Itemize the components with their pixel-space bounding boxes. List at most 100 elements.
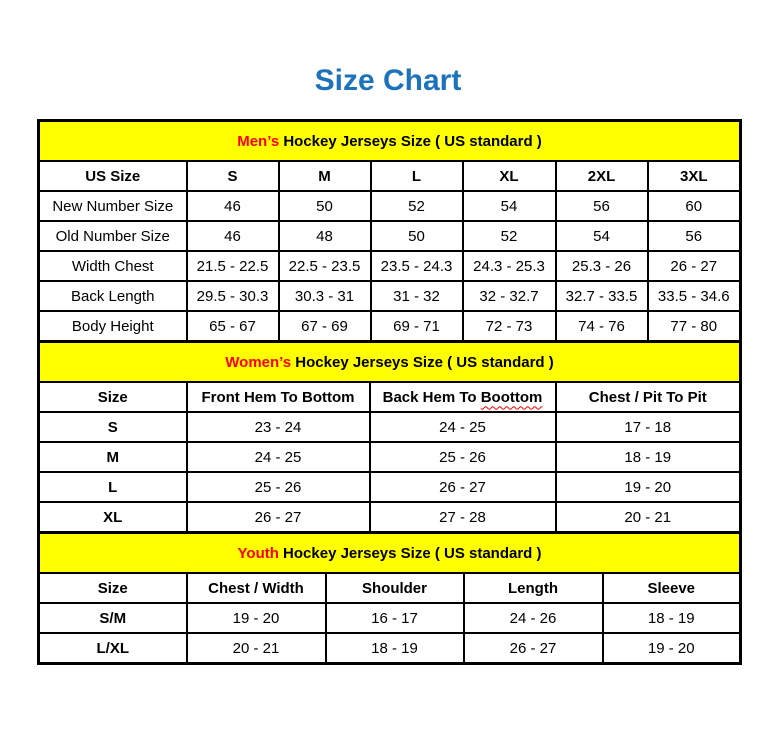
value-cell: 50 bbox=[369, 220, 464, 252]
value-cell: 19 - 20 bbox=[554, 471, 742, 503]
section-banner: Women’s Hockey Jerseys Size ( US standar… bbox=[37, 340, 742, 383]
row-label: S bbox=[37, 411, 188, 443]
value-cell: 16 - 17 bbox=[324, 602, 465, 634]
value-cell: 29.5 - 30.3 bbox=[185, 280, 280, 312]
row-label: M bbox=[37, 441, 188, 473]
table-row: Width Chest 21.5 - 22.5 22.5 - 23.5 23.5 - … bbox=[37, 250, 742, 282]
row-label: L/XL bbox=[37, 632, 188, 665]
banner-highlight: Youth bbox=[237, 544, 279, 562]
column-header: XL bbox=[461, 160, 557, 192]
value-cell: 50 bbox=[277, 190, 372, 222]
value-cell: 31 - 32 bbox=[369, 280, 464, 312]
column-header: Back Hem To Boottom bbox=[368, 381, 557, 413]
column-header: L bbox=[369, 160, 464, 192]
table-row: M 24 - 25 25 - 26 18 - 19 bbox=[37, 441, 742, 473]
value-cell: 22.5 - 23.5 bbox=[277, 250, 372, 282]
section-banner: Youth Hockey Jerseys Size ( US standard … bbox=[37, 531, 742, 574]
row-label: S/M bbox=[37, 602, 188, 634]
column-header: Size bbox=[37, 381, 188, 413]
value-cell: 18 - 19 bbox=[554, 441, 742, 473]
row-label: Old Number Size bbox=[37, 220, 188, 252]
value-cell: 46 bbox=[185, 190, 280, 222]
row-label: New Number Size bbox=[37, 190, 188, 222]
page-title: Size Chart bbox=[314, 64, 462, 97]
column-header: US Size bbox=[37, 160, 188, 192]
banner-text: Hockey Jerseys Size ( US standard ) bbox=[291, 353, 554, 371]
column-header: 3XL bbox=[646, 160, 742, 192]
value-cell: 48 bbox=[277, 220, 372, 252]
value-cell: 27 - 28 bbox=[368, 501, 557, 534]
column-header: Length bbox=[462, 572, 604, 604]
column-header: Front Hem To Bottom bbox=[185, 381, 371, 413]
table-row: Back Length 29.5 - 30.3 30.3 - 31 31 - 32 32… bbox=[37, 280, 742, 312]
table-row: XL 26 - 27 27 - 28 20 - 21 bbox=[37, 501, 742, 534]
value-cell: 30.3 - 31 bbox=[277, 280, 372, 312]
value-cell: 26 - 27 bbox=[462, 632, 604, 665]
column-header: Sleeve bbox=[601, 572, 742, 604]
value-cell: 25 - 26 bbox=[185, 471, 371, 503]
banner-text: Hockey Jerseys Size ( US standard ) bbox=[279, 132, 542, 150]
value-cell: 23 - 24 bbox=[185, 411, 371, 443]
misspelled-word: Boottom bbox=[480, 388, 543, 406]
value-cell: 25.3 - 26 bbox=[554, 250, 649, 282]
value-cell: 17 - 18 bbox=[554, 411, 742, 443]
column-header: Shoulder bbox=[324, 572, 465, 604]
column-header: 2XL bbox=[554, 160, 649, 192]
size-tables: Men’s Hockey Jerseys Size ( US standard … bbox=[37, 119, 743, 665]
table-row: Body Height 65 - 67 67 - 69 69 - 71 72 - 73 7… bbox=[37, 310, 742, 343]
value-cell: 46 bbox=[185, 220, 280, 252]
value-cell: 77 - 80 bbox=[646, 310, 742, 343]
value-cell: 65 - 67 bbox=[185, 310, 280, 343]
value-cell: 32.7 - 33.5 bbox=[554, 280, 649, 312]
value-cell: 24 - 25 bbox=[185, 441, 371, 473]
value-cell: 54 bbox=[461, 190, 557, 222]
value-cell: 32 - 32.7 bbox=[461, 280, 557, 312]
section-banner: Men’s Hockey Jerseys Size ( US standard … bbox=[37, 119, 742, 162]
value-cell: 21.5 - 22.5 bbox=[185, 250, 280, 282]
value-cell: 26 - 27 bbox=[185, 501, 371, 534]
youth-sizes-table: Youth Hockey Jerseys Size ( US standard … bbox=[37, 531, 743, 665]
banner-text: Hockey Jerseys Size ( US standard ) bbox=[278, 544, 542, 562]
mens-sizes-table: Men’s Hockey Jerseys Size ( US standard … bbox=[37, 119, 742, 343]
row-label: L bbox=[37, 471, 188, 503]
value-cell: 20 - 21 bbox=[554, 501, 742, 534]
value-cell: 56 bbox=[554, 190, 649, 222]
value-cell: 18 - 19 bbox=[601, 602, 742, 634]
size-chart-page: Size Chart Men’s Hockey Jerseys Size ( U… bbox=[0, 64, 776, 756]
value-cell: 24.3 - 25.3 bbox=[461, 250, 557, 282]
banner-highlight: Women’s bbox=[225, 353, 292, 371]
row-label: Width Chest bbox=[37, 250, 188, 282]
value-cell: 56 bbox=[646, 220, 742, 252]
table-row: S 23 - 24 24 - 25 17 - 18 bbox=[37, 411, 742, 443]
value-cell: 74 - 76 bbox=[554, 310, 649, 343]
table-row: New Number Size 46 50 52 54 56 60 bbox=[37, 190, 742, 222]
value-cell: 19 - 20 bbox=[601, 632, 742, 665]
value-cell: 20 - 21 bbox=[185, 632, 327, 665]
value-cell: 23.5 - 24.3 bbox=[369, 250, 464, 282]
value-cell: 69 - 71 bbox=[369, 310, 464, 343]
value-cell: 24 - 25 bbox=[368, 411, 557, 443]
column-header: S bbox=[185, 160, 280, 192]
value-cell: 26 - 27 bbox=[646, 250, 742, 282]
value-cell: 25 - 26 bbox=[368, 441, 557, 473]
value-cell: 52 bbox=[369, 190, 464, 222]
row-label: XL bbox=[37, 501, 188, 534]
value-cell: 19 - 20 bbox=[185, 602, 327, 634]
table-row: L 25 - 26 26 - 27 19 - 20 bbox=[37, 471, 742, 503]
table-row: S/M 19 - 20 16 - 17 24 - 26 18 - 19 bbox=[37, 602, 742, 634]
value-cell: 26 - 27 bbox=[368, 471, 557, 503]
womens-sizes-table: Women’s Hockey Jerseys Size ( US standar… bbox=[37, 340, 743, 534]
value-cell: 60 bbox=[646, 190, 742, 222]
table-row: L/XL 20 - 21 18 - 19 26 - 27 19 - 20 bbox=[37, 632, 742, 665]
column-header: M bbox=[277, 160, 372, 192]
row-label: Back Length bbox=[37, 280, 188, 312]
value-cell: 67 - 69 bbox=[277, 310, 372, 343]
value-cell: 52 bbox=[461, 220, 557, 252]
column-header: Chest / Pit To Pit bbox=[554, 381, 742, 413]
value-cell: 72 - 73 bbox=[461, 310, 557, 343]
column-header: Chest / Width bbox=[185, 572, 327, 604]
value-cell: 33.5 - 34.6 bbox=[646, 280, 742, 312]
column-header: Size bbox=[37, 572, 188, 604]
row-label: Body Height bbox=[37, 310, 188, 343]
value-cell: 18 - 19 bbox=[324, 632, 465, 665]
